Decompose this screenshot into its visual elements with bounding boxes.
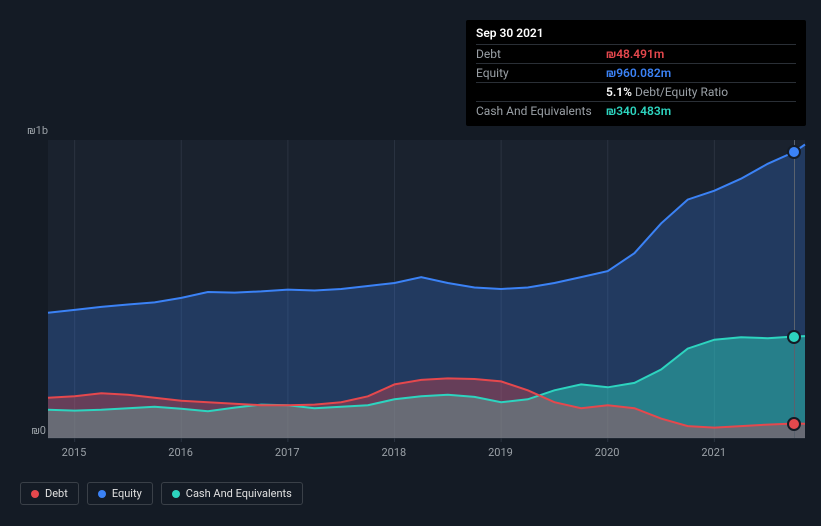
x-axis-year-label: 2020	[595, 446, 620, 459]
legend-label: Cash And Equivalents	[186, 487, 292, 500]
hover-line	[794, 140, 795, 438]
y-axis-zero-label: ₪0	[18, 424, 46, 437]
tooltip-row: 5.1% Debt/Equity Ratio	[476, 82, 796, 101]
x-axis-year-label: 2016	[168, 446, 193, 459]
y-axis-max-label: ₪1b	[18, 124, 48, 137]
tooltip-row: Cash And Equivalents₪340.483m	[476, 101, 796, 120]
x-axis-year-label: 2018	[382, 446, 407, 459]
tooltip-label	[476, 85, 606, 99]
tooltip-row: Debt₪48.491m	[476, 44, 796, 63]
hover-marker	[787, 417, 801, 431]
x-axis-year-label: 2015	[62, 446, 87, 459]
tooltip-label: Equity	[476, 66, 606, 80]
tooltip-value: ₪340.483m	[606, 104, 671, 118]
tooltip-label: Cash And Equivalents	[476, 104, 606, 118]
legend-item[interactable]: Debt	[20, 482, 79, 505]
legend-item[interactable]: Cash And Equivalents	[161, 482, 303, 505]
tooltip-date: Sep 30 2021	[476, 26, 796, 44]
x-axis-year-label: 2021	[701, 446, 726, 459]
legend-dot-icon	[31, 490, 39, 498]
legend-dot-icon	[98, 490, 106, 498]
hover-marker	[787, 145, 801, 159]
legend-dot-icon	[172, 490, 180, 498]
tooltip-label: Debt	[476, 47, 606, 61]
hover-marker	[787, 330, 801, 344]
tooltip-row: Equity₪960.082m	[476, 63, 796, 82]
x-axis-year-label: 2017	[275, 446, 300, 459]
financial-chart: ₪1b ₪0 2015 2016 2017 2018 2019 2020 2021 Sep …	[0, 0, 821, 526]
tooltip-value: ₪48.491m	[606, 47, 664, 61]
tooltip-value: 5.1% Debt/Equity Ratio	[606, 85, 728, 99]
tooltip-value: ₪960.082m	[606, 66, 671, 80]
legend-label: Debt	[45, 487, 68, 500]
legend-label: Equity	[112, 487, 142, 500]
chart-tooltip: Sep 30 2021 Debt₪48.491mEquity₪960.082m5…	[466, 20, 806, 126]
legend-item[interactable]: Equity	[87, 482, 153, 505]
chart-legend: Debt Equity Cash And Equivalents	[20, 482, 303, 505]
x-axis-year-label: 2019	[488, 446, 513, 459]
